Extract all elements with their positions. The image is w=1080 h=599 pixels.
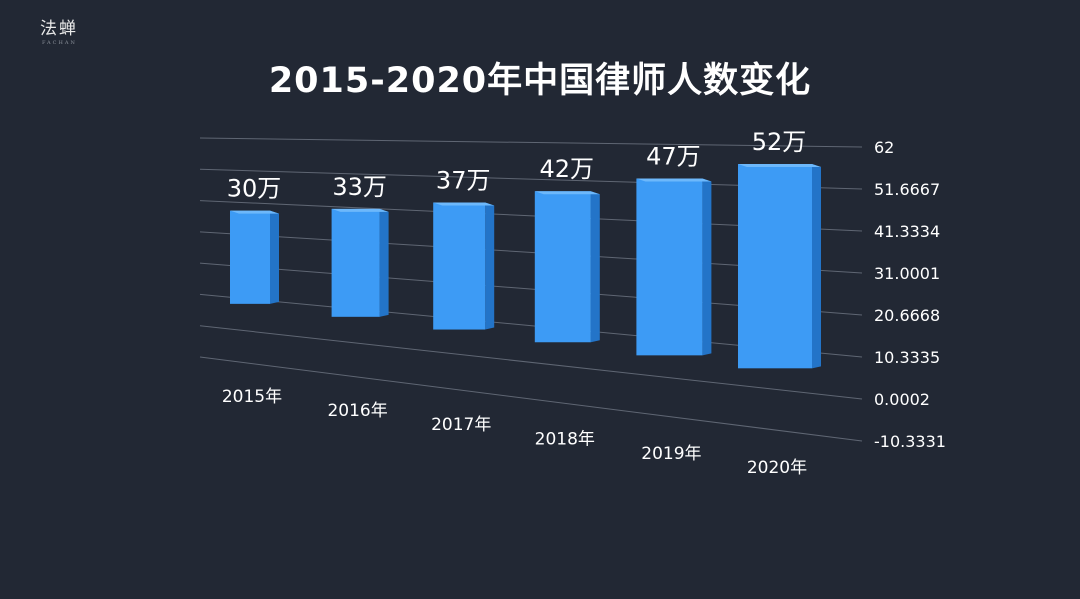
bar <box>230 210 270 304</box>
x-tick-label: 2020年 <box>747 458 807 478</box>
bar-side <box>590 191 600 343</box>
data-label: 42万 <box>540 155 595 183</box>
bar <box>331 208 380 317</box>
gridline <box>199 356 863 442</box>
y-tick-label: -10.3331 <box>874 432 946 451</box>
bar-side <box>485 202 495 330</box>
x-tick-label: 2016年 <box>327 401 387 421</box>
x-tick-label: 2015年 <box>222 387 282 407</box>
y-tick-label: 41.3334 <box>874 222 940 241</box>
bar-side <box>702 178 712 356</box>
bar-side <box>379 208 389 317</box>
data-label: 37万 <box>436 166 491 194</box>
bar-top <box>738 164 821 168</box>
gridline <box>199 325 863 400</box>
bars <box>230 164 821 369</box>
y-tick-label: 0.0002 <box>874 390 930 409</box>
brand-logo-subtext: FACHAN <box>42 40 77 46</box>
y-tick-label: 51.6667 <box>874 180 940 199</box>
y-tick-label: 31.0001 <box>874 264 940 283</box>
bar <box>738 164 812 369</box>
x-tick-label: 2018年 <box>535 429 595 449</box>
data-label: 52万 <box>752 128 807 156</box>
bar <box>636 178 703 356</box>
x-tick-label: 2017年 <box>431 415 491 435</box>
bar-top <box>230 210 279 214</box>
bar <box>433 202 486 330</box>
brand-logo: 法蝉 <box>40 19 78 39</box>
bar-side <box>812 164 821 369</box>
y-tick-label: 62 <box>874 138 894 157</box>
bar <box>534 191 591 343</box>
chart-title: 2015-2020年中国律师人数变化 <box>268 61 812 101</box>
bar-top <box>433 202 495 206</box>
x-tick-label: 2019年 <box>641 444 701 464</box>
bar-top <box>636 178 712 182</box>
y-tick-label: 20.6668 <box>874 306 940 325</box>
bar-side <box>270 210 279 304</box>
bar-top <box>331 208 389 212</box>
y-axis-ticks: 62 51.6667 41.3334 31.0001 20.6668 10.3335 0.0… <box>874 138 946 451</box>
data-labels: 30万 33万 37万 42万 47万 52万 <box>227 128 807 203</box>
data-label: 47万 <box>646 142 701 170</box>
data-label: 30万 <box>227 175 282 203</box>
bar-top <box>534 191 600 195</box>
gridline <box>199 137 863 148</box>
y-tick-label: 10.3335 <box>874 348 940 367</box>
data-label: 33万 <box>332 173 387 201</box>
x-axis-ticks: 2015年 2016年 2017年 2018年 2019年 2020年 <box>222 387 807 478</box>
